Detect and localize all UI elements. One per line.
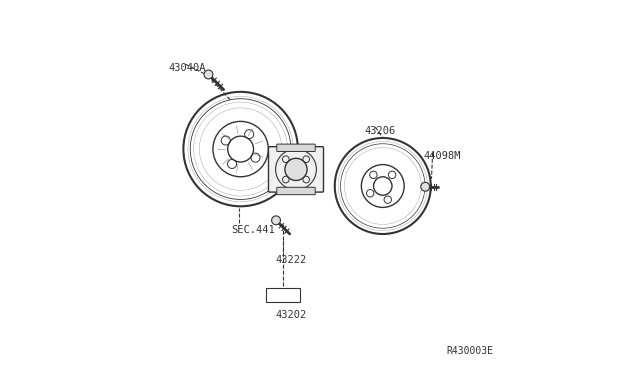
FancyBboxPatch shape xyxy=(276,144,316,151)
Circle shape xyxy=(204,70,213,79)
Circle shape xyxy=(271,216,280,225)
Text: 43222: 43222 xyxy=(276,255,307,265)
Text: 44098M: 44098M xyxy=(424,151,461,161)
Text: SEC.441: SEC.441 xyxy=(232,225,275,235)
Text: 43206: 43206 xyxy=(364,126,396,136)
Text: 43202: 43202 xyxy=(276,310,307,320)
Bar xyxy=(266,288,300,302)
Text: R430003E: R430003E xyxy=(447,346,493,356)
FancyBboxPatch shape xyxy=(276,187,316,195)
Text: 43040A: 43040A xyxy=(168,63,206,73)
Circle shape xyxy=(285,158,307,180)
FancyBboxPatch shape xyxy=(269,147,323,192)
Circle shape xyxy=(420,182,429,191)
